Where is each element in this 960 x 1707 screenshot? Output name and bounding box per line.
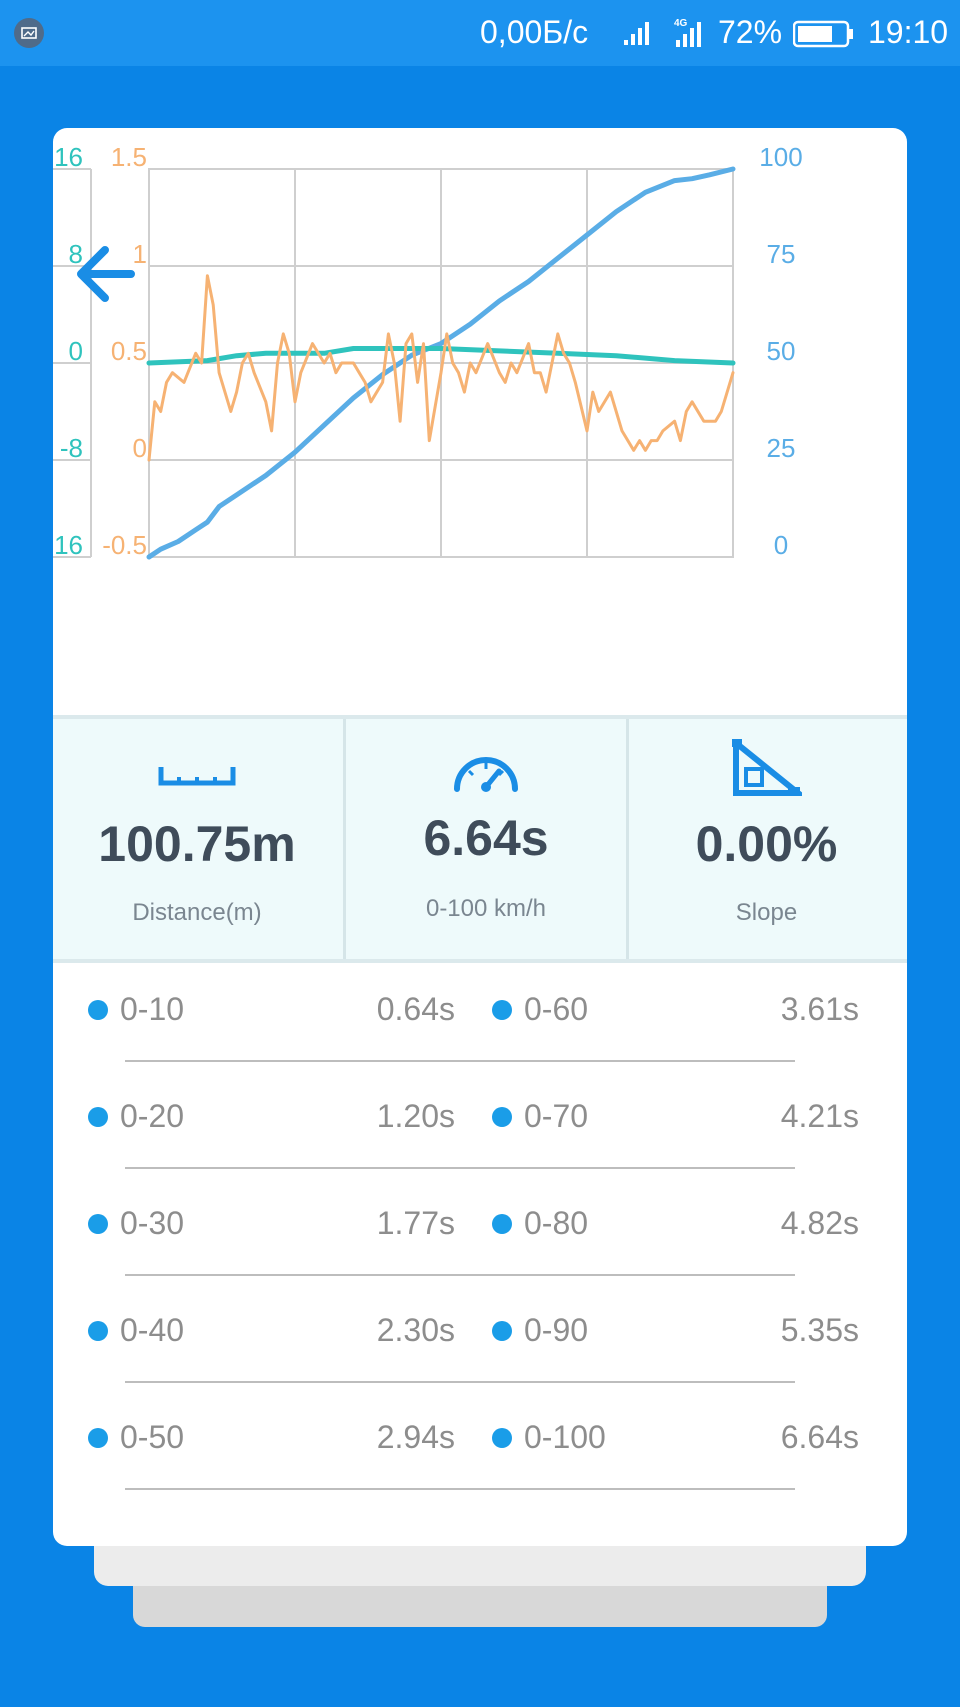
split-label: 0-80 xyxy=(524,1205,589,1241)
split-label: 0-70 xyxy=(524,1098,589,1134)
row-divider xyxy=(125,1274,795,1276)
bullet-dot xyxy=(492,1321,512,1341)
card-stack-shadow xyxy=(94,1540,866,1586)
blue-axis-tick-label: 50 xyxy=(767,336,796,366)
bullet-dot xyxy=(492,1214,512,1234)
acceleration-chart: 16 8 0 -8 -16 1.5 1 0.5 0 -0.5 100 75 50 25 0 xyxy=(53,128,907,718)
split-label: 0-40 xyxy=(120,1312,185,1348)
split-row: 0-40 2.30s 0-90 5.35s xyxy=(53,1279,907,1386)
split-row: 0-50 2.94s 0-100 6.64s xyxy=(53,1386,907,1493)
svg-text:4G: 4G xyxy=(674,18,688,29)
row-divider xyxy=(125,1381,795,1383)
ruler-icon xyxy=(158,767,236,786)
back-arrow-icon[interactable] xyxy=(67,234,147,314)
stats-panel: 100.75m Distance(m) 6.64s 0-100 km/h 0.0… xyxy=(53,715,907,963)
teal-axis-tick-label: 8 xyxy=(69,239,83,269)
split-label: 0-30 xyxy=(120,1205,185,1241)
split-value: 4.21s xyxy=(780,1098,859,1134)
split-value: 5.35s xyxy=(780,1312,859,1348)
slope-stat: 0.00% Slope xyxy=(626,719,907,959)
distance-stat: 100.75m Distance(m) xyxy=(53,719,341,959)
split-value: 3.61s xyxy=(780,991,859,1027)
bullet-dot xyxy=(492,1107,512,1127)
battery-percent: 72% xyxy=(718,14,783,50)
teal-axis-tick-label: 16 xyxy=(54,142,83,172)
signal-4g-icon: 4G xyxy=(674,18,701,47)
screenshot-app-icon xyxy=(14,18,44,48)
slope-label: Slope xyxy=(735,899,798,926)
orange-axis-tick-label: 0 xyxy=(133,433,147,463)
teal-axis-tick-label: -16 xyxy=(53,530,83,560)
split-label: 0-90 xyxy=(524,1312,589,1348)
split-value: 2.30s xyxy=(376,1312,455,1348)
battery-icon xyxy=(793,20,853,48)
split-row: 0-10 0.64s 0-60 3.61s xyxy=(53,958,907,1065)
signal-icon xyxy=(624,22,649,45)
split-row: 0-30 1.77s 0-80 4.82s xyxy=(53,1172,907,1279)
bullet-dot xyxy=(88,1214,108,1234)
split-row: 0-20 1.20s 0-70 4.21s xyxy=(53,1065,907,1172)
split-label: 0-50 xyxy=(120,1419,185,1455)
bullet-dot xyxy=(88,1321,108,1341)
blue-axis-tick-label: 75 xyxy=(767,239,796,269)
orange-axis-tick-label: 0.5 xyxy=(111,336,147,366)
teal-series-line xyxy=(146,346,736,366)
status-bar: 0,00Б/с 4G 72% 19:10 xyxy=(0,0,960,66)
acceleration-stat: 6.64s 0-100 km/h xyxy=(343,719,629,959)
bullet-dot xyxy=(492,1428,512,1448)
bullet-dot xyxy=(88,1428,108,1448)
distance-value: 100.75m xyxy=(98,816,296,872)
network-speed: 0,00Б/с xyxy=(480,14,589,50)
blue-series-line xyxy=(146,166,736,560)
split-value: 6.64s xyxy=(780,1419,859,1455)
split-value: 2.94s xyxy=(376,1419,455,1455)
slope-value: 0.00% xyxy=(695,816,838,872)
clock: 19:10 xyxy=(868,14,949,50)
slope-icon xyxy=(731,739,802,796)
bullet-dot xyxy=(88,1000,108,1020)
row-divider xyxy=(125,1167,795,1169)
blue-axis-tick-label: 0 xyxy=(774,530,788,560)
split-label: 0-60 xyxy=(524,991,589,1027)
split-label: 0-100 xyxy=(524,1419,606,1455)
row-divider xyxy=(125,1488,795,1490)
acceleration-label: 0-100 km/h xyxy=(425,895,547,922)
split-value: 4.82s xyxy=(780,1205,859,1241)
split-value: 1.20s xyxy=(376,1098,455,1134)
orange-series-line xyxy=(147,274,735,462)
bullet-dot xyxy=(88,1107,108,1127)
blue-axis-tick-label: 100 xyxy=(759,142,802,172)
orange-axis-tick-label: -0.5 xyxy=(102,530,147,560)
orange-axis-tick-label: 1.5 xyxy=(111,142,147,172)
acceleration-value: 6.64s xyxy=(423,810,549,866)
chart-canvas: 16 8 0 -8 -16 1.5 1 0.5 0 -0.5 100 75 50 25 0 xyxy=(53,142,803,560)
row-divider xyxy=(125,1060,795,1062)
orange-axis-tick-label: 1 xyxy=(133,239,147,269)
bullet-dot xyxy=(492,1000,512,1020)
distance-label: Distance(m) xyxy=(132,899,262,926)
split-value: 0.64s xyxy=(376,991,455,1027)
split-label: 0-10 xyxy=(120,991,185,1027)
speedometer-icon xyxy=(454,757,518,792)
teal-axis-tick-label: 0 xyxy=(69,336,83,366)
result-card: 16 8 0 -8 -16 1.5 1 0.5 0 -0.5 100 75 50 25 0 100.75m … xyxy=(53,128,907,1546)
blue-axis-tick-label: 25 xyxy=(767,433,796,463)
teal-axis-tick-label: -8 xyxy=(60,433,83,463)
split-label: 0-20 xyxy=(120,1098,185,1134)
split-value: 1.77s xyxy=(376,1205,455,1241)
